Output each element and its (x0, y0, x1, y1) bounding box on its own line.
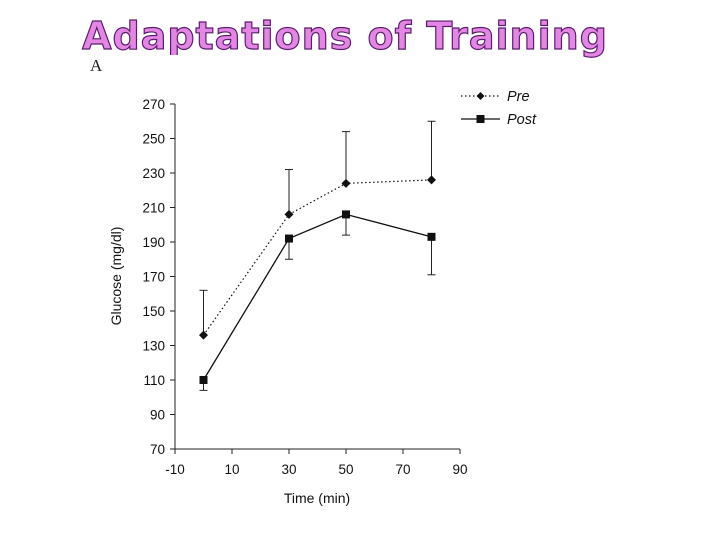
slide-title: Adaptations of Training (81, 13, 608, 58)
y-tick-label: 190 (142, 235, 165, 250)
data-point-pre (427, 175, 436, 185)
data-point-post (285, 234, 293, 243)
data-markers (199, 175, 436, 384)
y-tick-label: 270 (142, 97, 165, 112)
y-tick-label: 90 (150, 408, 165, 423)
y-tick-label: 70 (150, 442, 165, 457)
data-point-pre (284, 209, 294, 219)
legend-marker-post (476, 115, 485, 123)
y-tick-label: 170 (142, 270, 165, 285)
data-point-post (427, 232, 436, 241)
panel-letter: A (90, 56, 103, 75)
x-tick-label: -10 (165, 462, 185, 477)
x-tick-label: 50 (338, 462, 353, 477)
data-point-pre (199, 330, 208, 340)
series-line-post (202, 213, 432, 381)
y-tick-label: 250 (142, 132, 165, 147)
y-tick-label: 210 (142, 201, 165, 216)
y-tick-label: 230 (142, 166, 165, 181)
legend-label-post: Post (507, 112, 537, 128)
series-lines (202, 179, 432, 381)
x-tick-label: 30 (281, 462, 296, 477)
chart-legend: Pre Post (461, 89, 537, 128)
x-tick-label: 10 (224, 462, 239, 477)
figure-panel (86, 55, 506, 517)
series-line-pre (203, 179, 432, 336)
data-point-post (342, 210, 350, 219)
legend-label-pre: Pre (507, 89, 530, 105)
data-point-pre (341, 178, 351, 188)
y-tick-label: 150 (142, 304, 165, 319)
legend-marker-pre (476, 92, 485, 100)
y-tick-label: 110 (143, 373, 165, 388)
y-axis-label: Glucose (mg/dl) (108, 227, 124, 326)
data-point-post (199, 376, 208, 384)
x-tick-label: 90 (452, 462, 467, 477)
x-tick-label: 70 (395, 462, 410, 477)
axes: 70 90 110 130 150 170 190 210 230 250 270 -10 10 30 50… (142, 97, 467, 477)
x-axis-label: Time (min) (284, 490, 350, 506)
error-bars (199, 120, 436, 391)
y-tick-label: 130 (142, 339, 165, 354)
